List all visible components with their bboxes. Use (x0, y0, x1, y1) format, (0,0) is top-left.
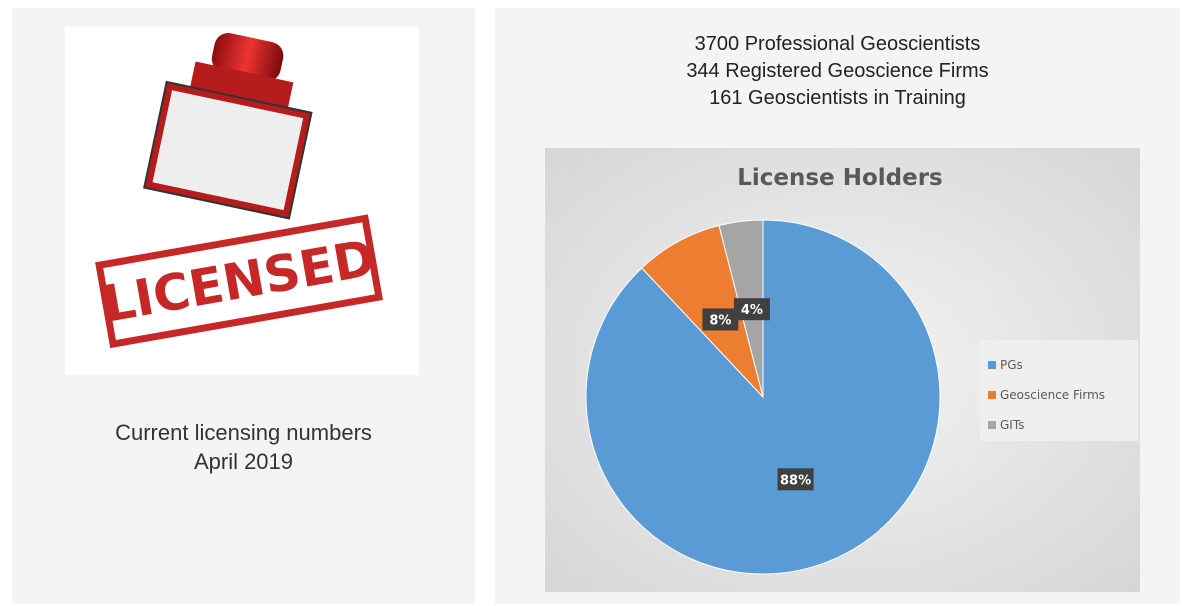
stat-line: 344 Registered Geoscience Firms (686, 60, 989, 82)
data-label: 4% (741, 303, 763, 318)
stat-line: 161 Geoscientists in Training (709, 87, 966, 109)
data-label-box (702, 308, 739, 331)
data-label: 8% (709, 313, 731, 328)
legend-box (980, 340, 1138, 441)
data-label-box (733, 298, 770, 321)
legend-label: Geoscience Firms (1000, 388, 1105, 402)
pie-chart: License Holders 88% 8% 4% PGs Geoscience Fir… (545, 148, 1140, 592)
chart-title: License Holders (737, 165, 942, 191)
caption-line: Current licensing numbers (115, 420, 372, 445)
legend-swatch (988, 421, 996, 429)
stamp-text: LICENSED (99, 229, 380, 334)
left-panel: LICENSED Current licensing numbers April… (12, 8, 475, 604)
legend-label: GITs (1000, 418, 1024, 432)
stamp-image: LICENSED (65, 27, 419, 375)
legend-label: PGs (1000, 358, 1023, 372)
legend-swatch (988, 391, 996, 399)
pie-slice (585, 219, 941, 575)
stat-line: 3700 Professional Geoscientists (694, 33, 981, 55)
data-label: 88% (780, 473, 811, 488)
stamp-imprint: LICENSED (95, 214, 384, 349)
stamp-block (143, 33, 313, 220)
legend-swatch (988, 361, 996, 369)
caption-line: April 2019 (193, 449, 294, 474)
data-label-box (777, 468, 814, 491)
